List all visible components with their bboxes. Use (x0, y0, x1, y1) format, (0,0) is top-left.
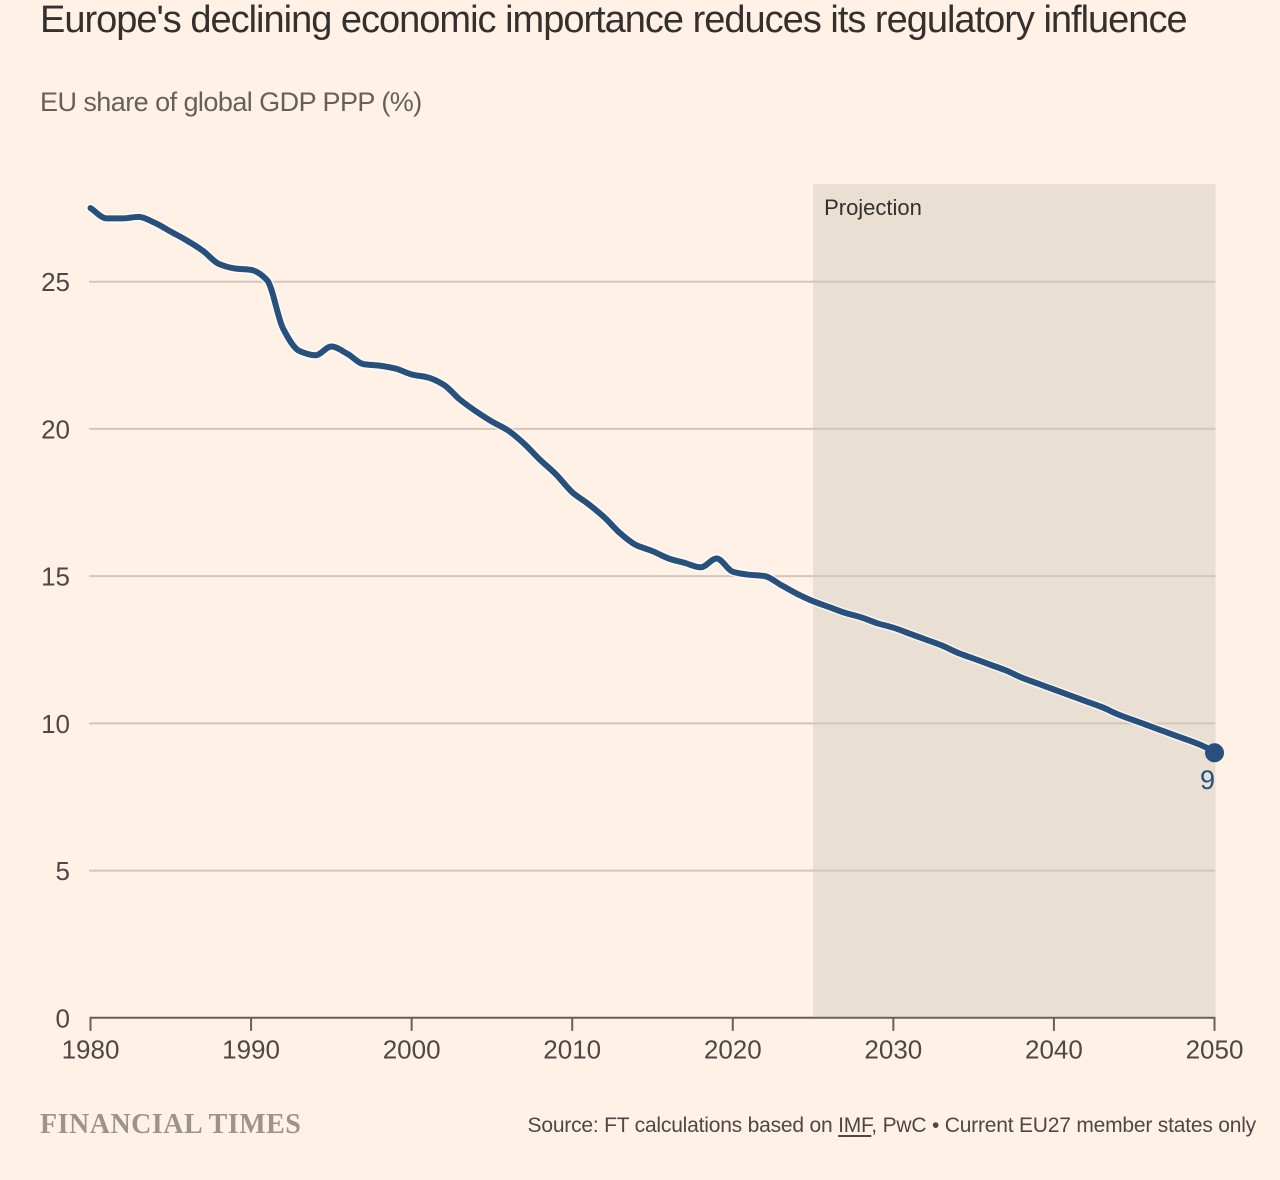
x-tick-label-2020: 2020 (704, 1035, 762, 1065)
end-value-label: 9 (1200, 765, 1215, 795)
projection-band (813, 184, 1216, 1017)
source-link-imf[interactable]: IMF (838, 1114, 872, 1137)
y-tick-label-15: 15 (41, 562, 70, 592)
y-tick-label-20: 20 (41, 414, 70, 444)
projection-label: Projection (824, 195, 922, 220)
source-prefix: Source: FT calculations based on (527, 1114, 839, 1137)
chart-title: Europe's declining economic importance r… (40, 0, 1188, 41)
x-tick-label-1980: 1980 (62, 1035, 120, 1065)
financial-times-logo: FINANCIAL TIMES (40, 1109, 302, 1140)
x-tick-label-2040: 2040 (1025, 1035, 1083, 1065)
x-tick-label-2050: 2050 (1186, 1035, 1244, 1065)
y-tick-label-25: 25 (41, 267, 70, 297)
y-tick-label-0: 0 (56, 1003, 70, 1033)
x-tick-label-1990: 1990 (222, 1035, 280, 1065)
end-point-dot (1205, 743, 1224, 763)
x-tick-label-2030: 2030 (864, 1035, 922, 1065)
y-tick-label-10: 10 (41, 709, 70, 739)
x-tick-label-2010: 2010 (543, 1035, 601, 1065)
chart-subtitle: EU share of global GDP PPP (%) (40, 87, 422, 117)
x-tick-label-2000: 2000 (383, 1035, 441, 1065)
source-note: Source: FT calculations based on IMF, Pw… (527, 1114, 1257, 1137)
y-tick-label-5: 5 (56, 856, 70, 886)
source-suffix: , PwC • Current EU27 member states only (871, 1114, 1256, 1137)
series-line (87, 205, 1218, 755)
